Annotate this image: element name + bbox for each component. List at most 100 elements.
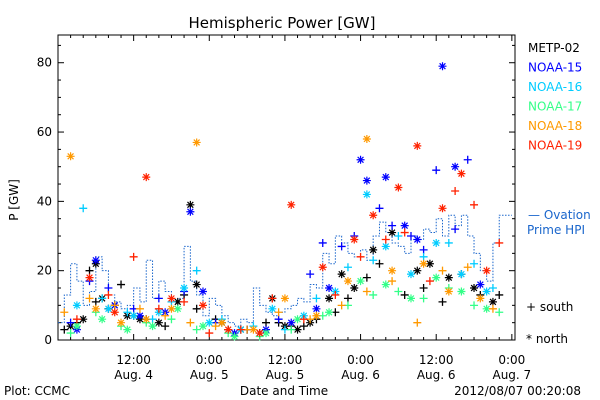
north-marker: [180, 284, 189, 293]
north-marker: [482, 266, 491, 275]
south-marker: [343, 294, 352, 303]
south-marker: [343, 263, 352, 272]
x-tick-time-label: 12:00: [419, 353, 454, 367]
south-marker: [337, 242, 346, 251]
north-marker: [72, 322, 81, 331]
south-marker: [463, 263, 472, 272]
south-marker: [362, 273, 371, 282]
south-marker: [79, 204, 88, 213]
south-marker: [274, 308, 283, 317]
south-marker: [394, 287, 403, 296]
north-marker: [293, 325, 302, 334]
y-axis-label: P [GW]: [7, 179, 21, 221]
north-marker: [413, 235, 422, 244]
south-marker: [425, 277, 434, 286]
south-marker: [451, 186, 460, 195]
x-tick-time-label: 0:00: [347, 353, 374, 367]
north-marker: [362, 190, 371, 199]
north-marker: [129, 311, 138, 320]
y-tick-label: 20: [37, 264, 52, 278]
north-marker: [325, 308, 334, 317]
north-marker: [287, 318, 296, 327]
south-marker: [268, 294, 277, 303]
x-tick-time-label: 0:00: [196, 353, 223, 367]
footer-plot-credit: Plot: CCMC: [4, 384, 70, 398]
north-marker: [388, 266, 397, 275]
north-marker: [457, 287, 466, 296]
y-tick-label: 0: [44, 333, 52, 347]
legend-ovation-line1: — Ovation: [528, 208, 591, 222]
south-marker: [470, 259, 479, 268]
north-marker: [91, 304, 100, 313]
north-marker: [255, 329, 264, 338]
south-marker: [337, 301, 346, 310]
north-marker: [123, 325, 132, 334]
south-marker: [72, 315, 81, 324]
south-marker: [299, 322, 308, 331]
south-marker: [66, 318, 75, 327]
north-marker: [451, 162, 460, 171]
legend-ovation-line2: Prime HPI: [527, 223, 585, 237]
north-marker: [482, 304, 491, 313]
north-marker: [280, 294, 289, 303]
north-marker: [413, 141, 422, 150]
south-marker: [388, 221, 397, 230]
south-marker: [161, 311, 170, 320]
south-marker: [60, 308, 69, 317]
south-marker: [167, 315, 176, 324]
north-marker: [224, 325, 233, 334]
south-marker: [419, 284, 428, 293]
north-marker: [110, 308, 119, 317]
south-marker: [192, 266, 201, 275]
north-marker: [98, 315, 107, 324]
south-marker: [205, 329, 214, 338]
north-marker: [268, 304, 277, 313]
south-marker: [98, 294, 107, 303]
x-tick-time-label: 0:00: [498, 353, 525, 367]
y-tick-label: 40: [37, 194, 52, 208]
north-marker: [79, 315, 88, 324]
south-marker: [154, 304, 163, 313]
north-marker: [362, 176, 371, 185]
north-marker: [230, 332, 239, 341]
south-marker: [117, 280, 126, 289]
south-marker: [470, 200, 479, 209]
south-marker: [331, 290, 340, 299]
south-marker: [85, 266, 94, 275]
south-marker: [495, 308, 504, 317]
south-marker: [60, 325, 69, 334]
north-marker: [337, 270, 346, 279]
north-marker: [413, 266, 422, 275]
north-marker: [350, 235, 359, 244]
north-marker: [488, 297, 497, 306]
x-tick-date-label: Aug. 4: [114, 368, 153, 382]
north-marker: [381, 242, 390, 251]
south-marker: [91, 297, 100, 306]
legend-south-marker: + south: [526, 300, 573, 314]
south-marker: [419, 245, 428, 254]
north-marker: [249, 325, 258, 334]
south-marker: [432, 166, 441, 175]
x-tick-date-label: Aug. 5: [266, 368, 305, 382]
legend-entry: METP-02: [528, 41, 580, 55]
north-marker: [173, 297, 182, 306]
north-marker: [362, 134, 371, 143]
south-marker: [495, 290, 504, 299]
south-marker: [287, 325, 296, 334]
south-marker: [262, 318, 271, 327]
south-marker: [104, 284, 113, 293]
x-tick-time-label: 12:00: [268, 353, 303, 367]
south-marker: [438, 266, 447, 275]
north-marker: [438, 62, 447, 71]
north-marker: [432, 273, 441, 282]
north-marker: [394, 183, 403, 192]
north-marker: [192, 138, 201, 147]
south-marker: [444, 238, 453, 247]
x-axis-label: Date and Time: [240, 384, 328, 398]
north-marker: [444, 273, 453, 282]
south-marker: [318, 238, 327, 247]
north-marker: [312, 304, 321, 313]
legend-entry: NOAA-18: [528, 119, 582, 133]
south-marker: [135, 304, 144, 313]
